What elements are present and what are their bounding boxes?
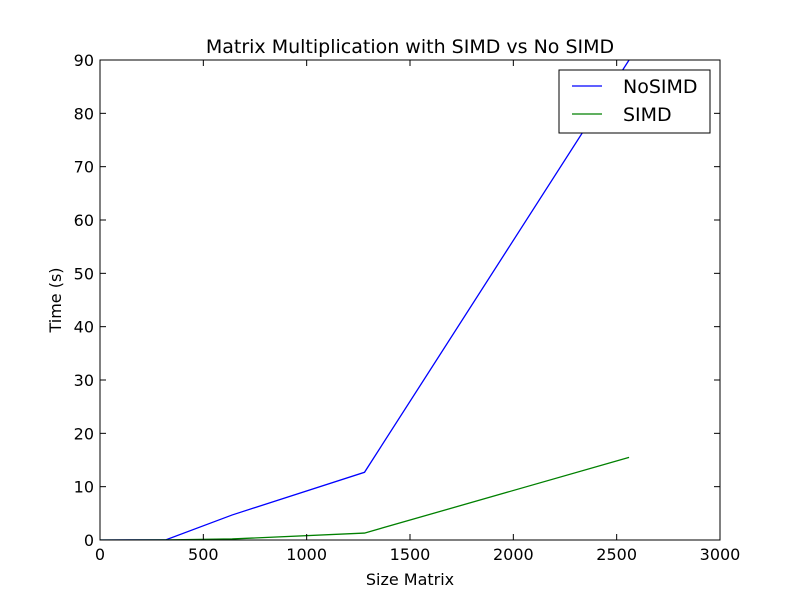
x-tick-label: 0 [95, 545, 105, 564]
chart-title: Matrix Multiplication with SIMD vs No SI… [206, 36, 614, 58]
legend-box [558, 69, 711, 134]
x-tick-label: 500 [188, 545, 219, 564]
y-tick-label: 90 [74, 51, 94, 70]
y-tick-label: 80 [74, 104, 94, 123]
y-axis-label: Time (s) [46, 267, 65, 333]
y-tick-label: 20 [74, 424, 94, 443]
series-line-nosimd [100, 60, 630, 540]
y-tick-label: 60 [74, 211, 94, 230]
y-tick-label: 40 [74, 318, 94, 337]
x-tick-label: 2500 [596, 545, 637, 564]
x-tick-label: 1000 [286, 545, 327, 564]
legend: NoSIMD SIMD [558, 69, 711, 134]
ticks-layer: 0 500 1000 1500 2000 2500 3000 0 10 20 30 40 50 60 70 8… [74, 51, 741, 564]
y-tick-label: 10 [74, 478, 94, 497]
x-tick-label: 3000 [700, 545, 741, 564]
legend-label-nosimd: NoSIMD [623, 76, 698, 98]
x-tick-label: 1500 [390, 545, 431, 564]
y-tick-label: 0 [84, 531, 94, 550]
series-layer [100, 60, 630, 540]
series-line-simd [100, 456, 630, 540]
y-tick-label: 30 [74, 371, 94, 390]
y-tick-label: 50 [74, 264, 94, 283]
y-tick-label: 70 [74, 158, 94, 177]
x-tick-label: 2000 [493, 545, 534, 564]
x-axis-label: Size Matrix [366, 570, 454, 589]
legend-label-simd: SIMD [623, 104, 672, 126]
